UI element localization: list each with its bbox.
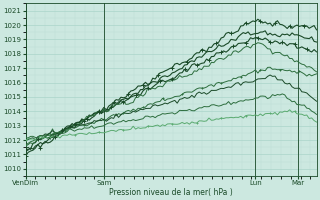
X-axis label: Pression niveau de la mer( hPa ): Pression niveau de la mer( hPa ): [109, 188, 233, 197]
